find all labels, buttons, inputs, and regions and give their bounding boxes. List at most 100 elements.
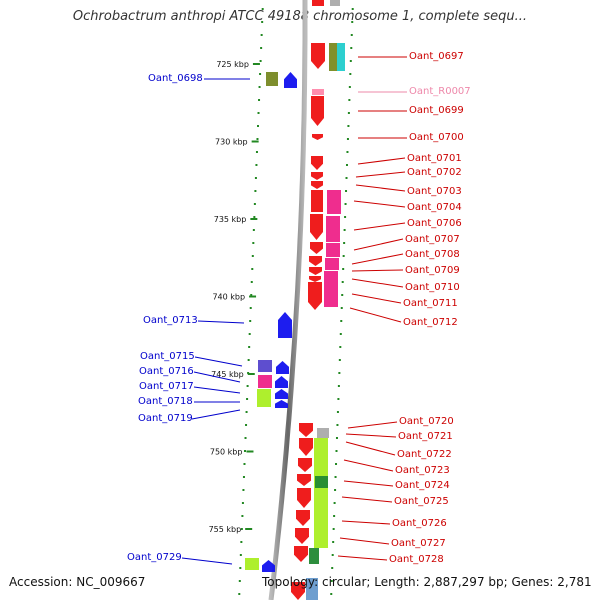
feature-block[interactable] [325,258,339,270]
gene-Oant_0729[interactable] [245,558,259,570]
gene-Oant_0701[interactable] [311,156,323,170]
gene-Oant_0722[interactable] [298,458,312,472]
gene-label-Oant_0701[interactable]: Oant_0701 [407,153,462,164]
guide-dot [254,177,257,179]
guide-dot [345,190,348,192]
gene-Oant_0728[interactable] [291,582,305,600]
leader-line [349,307,402,323]
gene-label-Oant_0729[interactable]: Oant_0729 [127,552,182,563]
gene-Oant_0720[interactable] [299,423,313,437]
gene-label-Oant_0708[interactable]: Oant_0708 [405,249,460,260]
guide-dot [340,320,343,322]
gene-label-Oant_0702[interactable]: Oant_0702 [407,167,462,178]
gene-Oant_0711[interactable] [308,282,322,310]
gene-label-Oant_0707[interactable]: Oant_0707 [405,234,460,245]
gene-Oant_0729[interactable] [262,560,275,572]
gene-labels: Oant_0697 Oant_R0007 Oant_0698 Oant_0699 Oan… [127,51,471,565]
gene-Oant_0723[interactable] [297,474,311,486]
feature-block[interactable] [324,283,338,307]
gene-Oant_0719[interactable] [275,400,288,408]
gene-Oant_0698[interactable] [284,72,297,88]
gene-label-Oant_0717[interactable]: Oant_0717 [139,381,194,392]
gene-label-Oant_0725[interactable]: Oant_0725 [394,496,449,507]
gene-label-Oant_R0007[interactable]: Oant_R0007 [409,86,471,97]
feature-block[interactable] [324,271,338,283]
feature-block[interactable] [306,578,318,600]
gene-Oant_0727[interactable] [294,546,308,562]
feature-block[interactable] [315,476,328,488]
leader-line [197,320,245,324]
gene-Oant_0709[interactable] [309,267,322,275]
gene-Oant_0703[interactable] [311,181,323,189]
guide-dot [244,437,247,439]
gene-label-Oant_0726[interactable]: Oant_0726 [392,518,447,529]
gene-label-Oant_0713[interactable]: Oant_0713 [143,315,198,326]
gene-label-Oant_0716[interactable]: Oant_0716 [139,366,194,377]
gene-Oant_0698[interactable] [266,72,278,86]
gene-label-Oant_0703[interactable]: Oant_0703 [407,186,462,197]
gene-Oant_0717[interactable] [275,376,288,388]
gene-Oant_0699[interactable] [311,96,324,126]
feature-block[interactable] [309,548,319,564]
guide-dot [351,8,354,10]
gene-Oant_0707[interactable] [310,242,323,254]
gene-label-Oant_0721[interactable]: Oant_0721 [398,431,453,442]
guide-dot [339,346,342,348]
gene-Oant_0702[interactable] [311,172,323,180]
gene-label-Oant_0709[interactable]: Oant_0709 [405,265,460,276]
gene-Oant_0718[interactable] [257,389,271,407]
gene-Oant_0706[interactable] [310,214,323,240]
feature-block[interactable] [314,438,328,548]
gene-label-Oant_0699[interactable]: Oant_0699 [409,105,464,116]
guide-dot [338,372,341,374]
gene-Oant_0704[interactable] [311,190,323,212]
gene-label-Oant_0723[interactable]: Oant_0723 [395,465,450,476]
gene-Oant_0708[interactable] [309,256,322,266]
ruler-tick [245,528,253,530]
gene-Oant_0721[interactable] [299,438,313,456]
gene-label-Oant_0704[interactable]: Oant_0704 [407,202,462,213]
gene-Oant_0715[interactable] [258,360,272,372]
gene-Oant_0700[interactable] [312,134,323,140]
gene-label-Oant_0715[interactable]: Oant_0715 [140,351,195,362]
guide-dot [336,424,339,426]
feature-block[interactable] [312,0,324,6]
gene-Oant_0710[interactable] [309,276,321,282]
gene-label-Oant_0722[interactable]: Oant_0722 [397,449,452,460]
ruler-tick [249,295,257,298]
gene-label-Oant_0719[interactable]: Oant_0719 [138,413,193,424]
guide-dot [337,398,340,400]
feature-block[interactable] [327,190,341,214]
gene-label-Oant_0727[interactable]: Oant_0727 [391,538,446,549]
gene-Oant_0725[interactable] [296,510,310,526]
leader-line [181,557,233,565]
gene-label-Oant_0724[interactable]: Oant_0724 [395,480,450,491]
gene-Oant_0713[interactable] [278,312,292,338]
leader-line [357,157,406,165]
gene-label-Oant_0700[interactable]: Oant_0700 [409,132,464,143]
gene-Oant_R0007[interactable] [312,89,324,95]
gene-label-Oant_0706[interactable]: Oant_0706 [407,218,462,229]
feature-block[interactable] [329,43,337,71]
gene-label-Oant_0712[interactable]: Oant_0712 [403,317,458,328]
gene-label-Oant_0728[interactable]: Oant_0728 [389,554,444,565]
feature-block[interactable] [317,428,329,438]
gene-label-Oant_0698[interactable]: Oant_0698 [148,73,203,84]
feature-block[interactable] [326,216,340,242]
leader-line [353,238,404,251]
guide-dot [338,359,341,361]
gene-label-Oant_0697[interactable]: Oant_0697 [409,51,464,62]
gene-Oant_0726[interactable] [295,528,309,544]
feature-block[interactable] [330,0,340,6]
gene-label-Oant_0710[interactable]: Oant_0710 [405,282,460,293]
gene-Oant_0718[interactable] [275,389,288,399]
gene-Oant_0716[interactable] [258,375,272,388]
gene-Oant_0697[interactable] [311,43,325,69]
gene-label-Oant_0720[interactable]: Oant_0720 [399,416,454,427]
gene-Oant_0724[interactable] [297,488,311,508]
feature-block[interactable] [337,43,345,71]
gene-label-Oant_0711[interactable]: Oant_0711 [403,298,458,309]
feature-block[interactable] [326,243,340,257]
gene-Oant_0715[interactable] [276,361,289,374]
gene-label-Oant_0718[interactable]: Oant_0718 [138,396,193,407]
